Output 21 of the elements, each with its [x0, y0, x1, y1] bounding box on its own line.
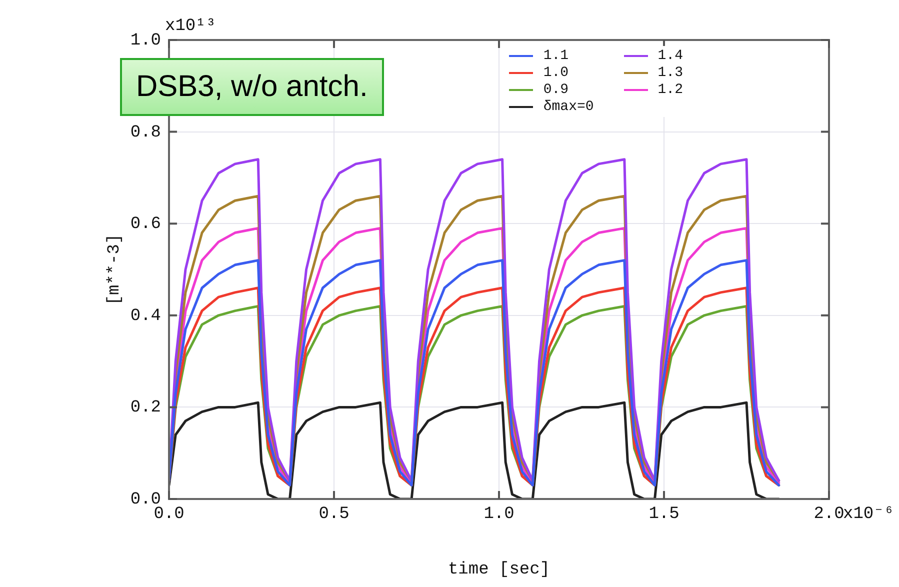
y-axis-title: [m**-3]: [106, 234, 125, 306]
legend-label: 1.3: [658, 65, 683, 81]
x-axis-title: time [sec]: [448, 560, 550, 580]
legend-label: 0.9: [543, 82, 569, 98]
legend-label: 1.1: [543, 48, 569, 64]
legend-label: 1.0: [543, 65, 569, 81]
x-tick-label: 1.0: [484, 505, 514, 524]
legend-label: δmax=0: [543, 99, 594, 115]
y-tick-label: 0.4: [130, 306, 161, 326]
legend-label: 1.2: [658, 82, 683, 98]
legend-label: 1.4: [658, 48, 683, 64]
x-tick-label: 2.0: [814, 505, 844, 524]
x-tick-label: 1.5: [648, 505, 680, 524]
y-tick-label: 1.0: [130, 32, 161, 50]
annotation: DSB3, w/o antch.: [120, 58, 384, 116]
y-tick-label: 0.2: [130, 398, 161, 418]
text: x10¹³: [165, 17, 216, 36]
y-tick-label: 0.8: [130, 123, 161, 142]
y-tick-label: 0.6: [130, 215, 161, 234]
text: x10⁻⁶: [843, 505, 894, 524]
x-tick-label: 0.5: [318, 505, 350, 524]
